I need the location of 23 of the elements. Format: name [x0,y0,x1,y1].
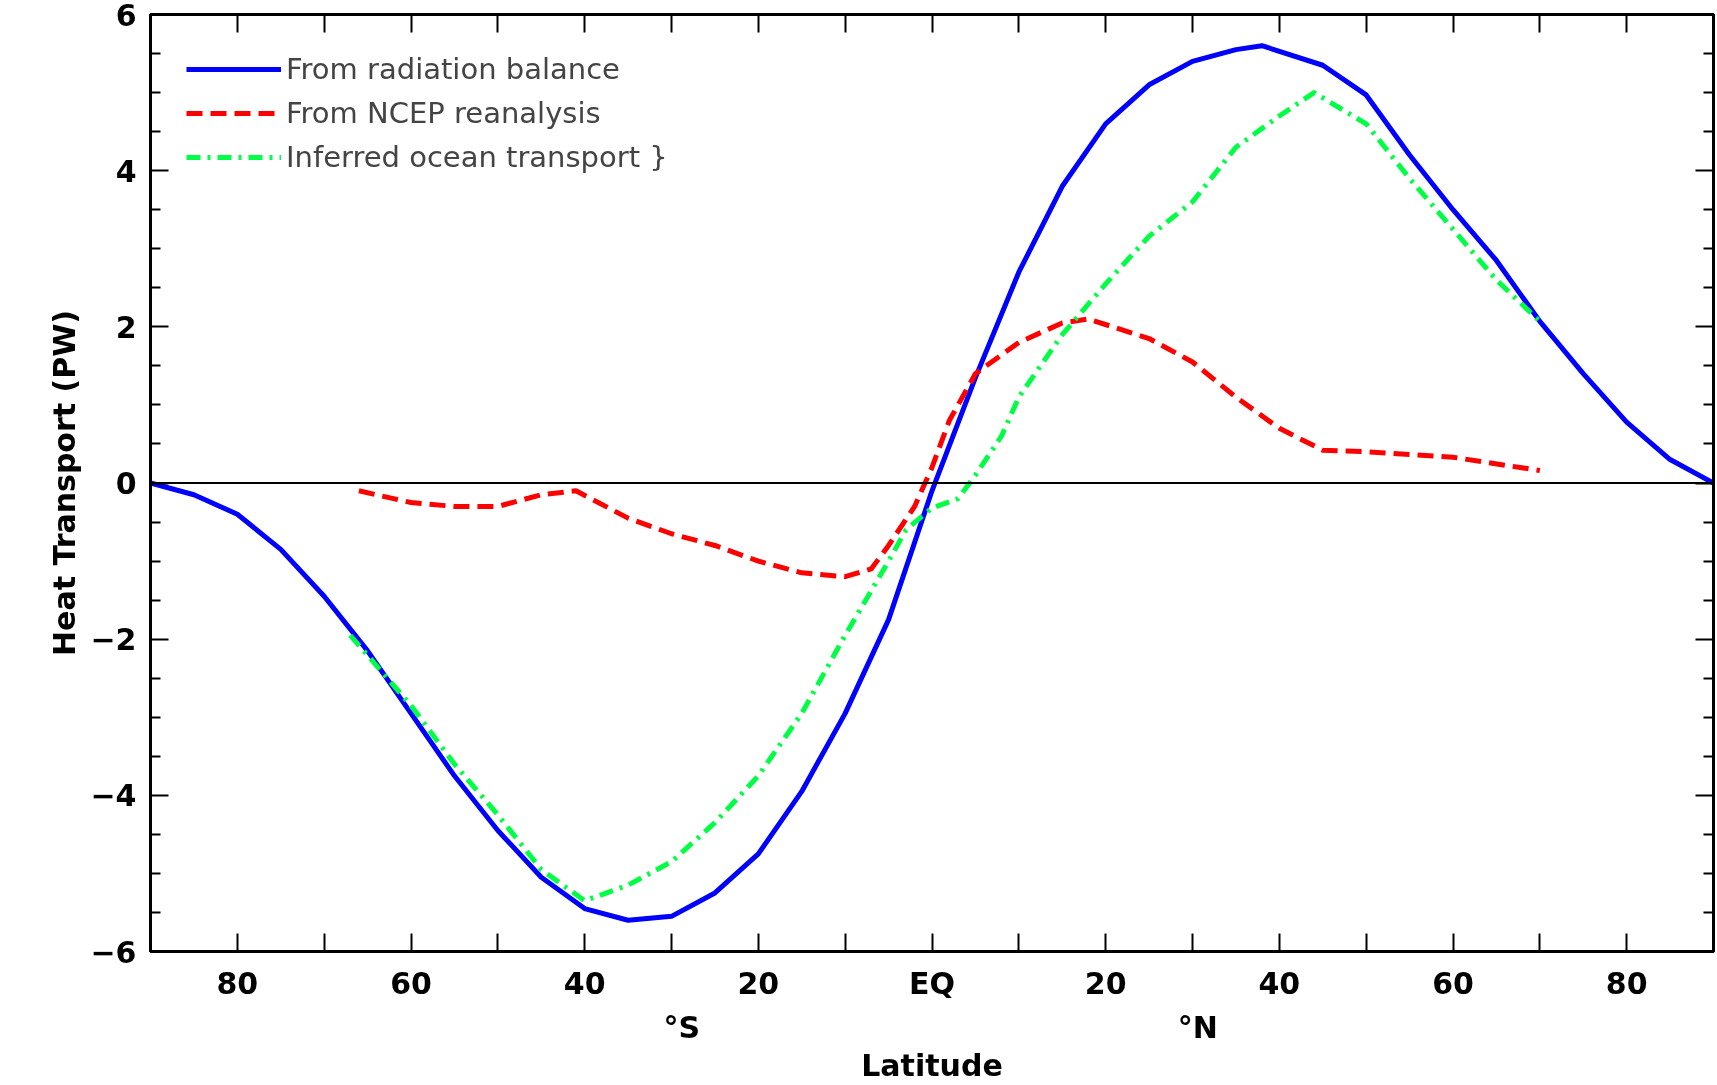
y-tick-label: −4 [90,778,137,814]
y-axis-title: Heat Transport (PW) [47,309,83,657]
y-tick-label: 6 [115,0,137,33]
text: °S [663,1009,701,1045]
x-tick-label: 60 [390,965,432,1001]
legend-label: From NCEP reanalysis [286,95,601,132]
x-tick-label: 80 [216,965,259,1001]
y-tick-label: −6 [90,934,137,970]
x-axis-title: Latitude [861,1047,1003,1083]
legend-label: From radiation balance [286,51,620,88]
y-tick-label: 2 [115,309,137,345]
x-tick-label: 80 [1605,965,1648,1001]
x-tick-label: 20 [737,965,780,1001]
x-tick-label: 20 [1084,965,1127,1001]
x-tick-label: 40 [563,965,606,1001]
x-tick-label: EQ [909,965,955,1001]
y-tick-label: 4 [115,153,137,189]
x-tick-label: 40 [1258,965,1301,1001]
y-tick-label: −2 [90,622,137,658]
legend-label: Inferred ocean transport } [286,139,668,176]
x-tick-label: 60 [1432,965,1474,1001]
text: °N [1177,1009,1218,1045]
y-tick-label: 0 [115,466,137,501]
